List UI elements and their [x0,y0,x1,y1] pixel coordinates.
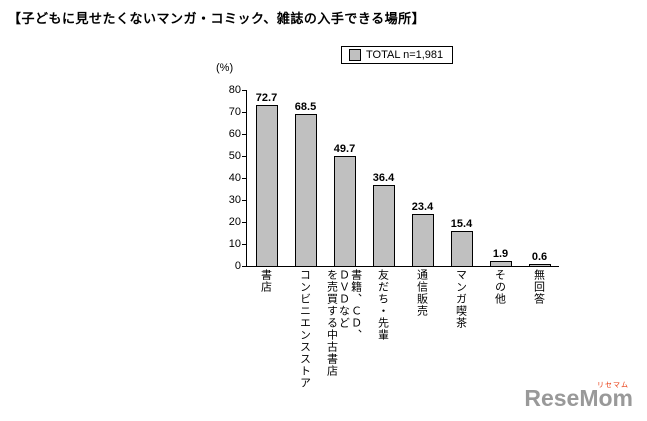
x-label-slot: マンガ喫茶 [441,269,480,417]
y-tick-label: 50 [228,149,241,162]
x-axis-label: 友だち・先輩 [376,269,389,341]
bar-slot: 68.5 [286,90,325,266]
x-axis-label: マンガ喫茶 [454,269,467,329]
bar-value-label: 68.5 [294,101,317,114]
plot-area: 0 10 20 30 40 50 60 70 80 72.7 68.5 49.7 36.4 23.4 15… [229,84,559,272]
y-tick-label: 70 [228,105,241,118]
bar-slot: 72.7 [247,90,286,266]
y-tick-label: 30 [228,193,241,206]
logo-ruby-text: リセマム [597,382,629,389]
bar [294,114,317,266]
bar-slot: 23.4 [403,90,442,266]
bar [411,213,434,266]
bar [333,155,356,266]
bar [372,184,395,266]
bar-value-label: 23.4 [411,200,434,213]
x-label-slot: 書店 [246,269,285,417]
legend: TOTAL n=1,981 [341,46,454,64]
y-tick-label: 0 [234,259,241,272]
y-tick-label: 80 [228,83,241,96]
x-axis-label: 無回答 [532,269,545,305]
y-tick-mark [242,155,247,157]
x-axis-labels: 書店 コンビニエンスストア 書籍、ＣＤ、 ＤＶＤなど を売買する中古書店 友だち・先輩… [246,269,558,417]
y-tick-mark [242,177,247,179]
y-tick-label: 40 [228,171,241,184]
y-tick-mark [242,89,247,91]
x-axis-label: その他 [493,269,506,305]
legend-label: TOTAL n=1,981 [366,49,444,61]
chart-title: 【子どもに見せたくないマンガ・コミック、雑誌の入手できる場所】 [8,11,426,26]
bar [528,263,551,266]
y-tick-mark [242,221,247,223]
bar-slot: 36.4 [364,90,403,266]
x-axis-label: 通信販売 [415,269,428,317]
y-tick-mark [242,265,247,267]
y-tick-mark [242,243,247,245]
bar-value-label: 0.6 [531,250,548,263]
bar-slot: 1.9 [481,90,520,266]
y-tick-mark [242,133,247,135]
x-axis-label: コンビニエンスストア [298,269,311,389]
y-axis-unit-label: (%) [216,62,234,74]
x-label-slot: コンビニエンスストア [285,269,324,417]
bar-series: 72.7 68.5 49.7 36.4 23.4 15.4 1.9 0.6 [247,90,559,266]
x-label-slot: 通信販売 [402,269,441,417]
bar [255,105,278,266]
bar-slot: 49.7 [325,90,364,266]
y-tick-mark [242,111,247,113]
bar-value-label: 49.7 [333,142,356,155]
logo-text-rese: Rese [524,385,580,411]
legend-swatch [349,49,361,61]
x-label-slot: 友だち・先輩 [363,269,402,417]
x-axis-label: 書籍、ＣＤ、 ＤＶＤなど を売買する中古書店 [325,269,362,377]
logo-text: ReseMom [524,385,633,411]
bar-slot: 15.4 [442,90,481,266]
x-axis-label: 書店 [259,269,272,293]
resemom-logo: リセマム ReseMom [524,382,633,413]
x-label-slot: その他 [480,269,519,417]
bar-value-label: 1.9 [492,247,509,260]
bar [489,260,512,266]
x-label-slot: 無回答 [519,269,558,417]
bar-value-label: 36.4 [372,171,395,184]
bar-value-label: 15.4 [450,218,473,231]
x-label-slot: 書籍、ＣＤ、 ＤＶＤなど を売買する中古書店 [324,269,363,417]
bar [450,231,473,266]
y-tick-label: 60 [228,127,241,140]
bar-value-label: 72.7 [255,92,278,105]
y-tick-label: 10 [228,237,241,250]
y-tick-mark [242,199,247,201]
y-tick-label: 20 [228,215,241,228]
logo-text-mom: Mom [579,385,633,411]
bar-slot: 0.6 [520,90,559,266]
